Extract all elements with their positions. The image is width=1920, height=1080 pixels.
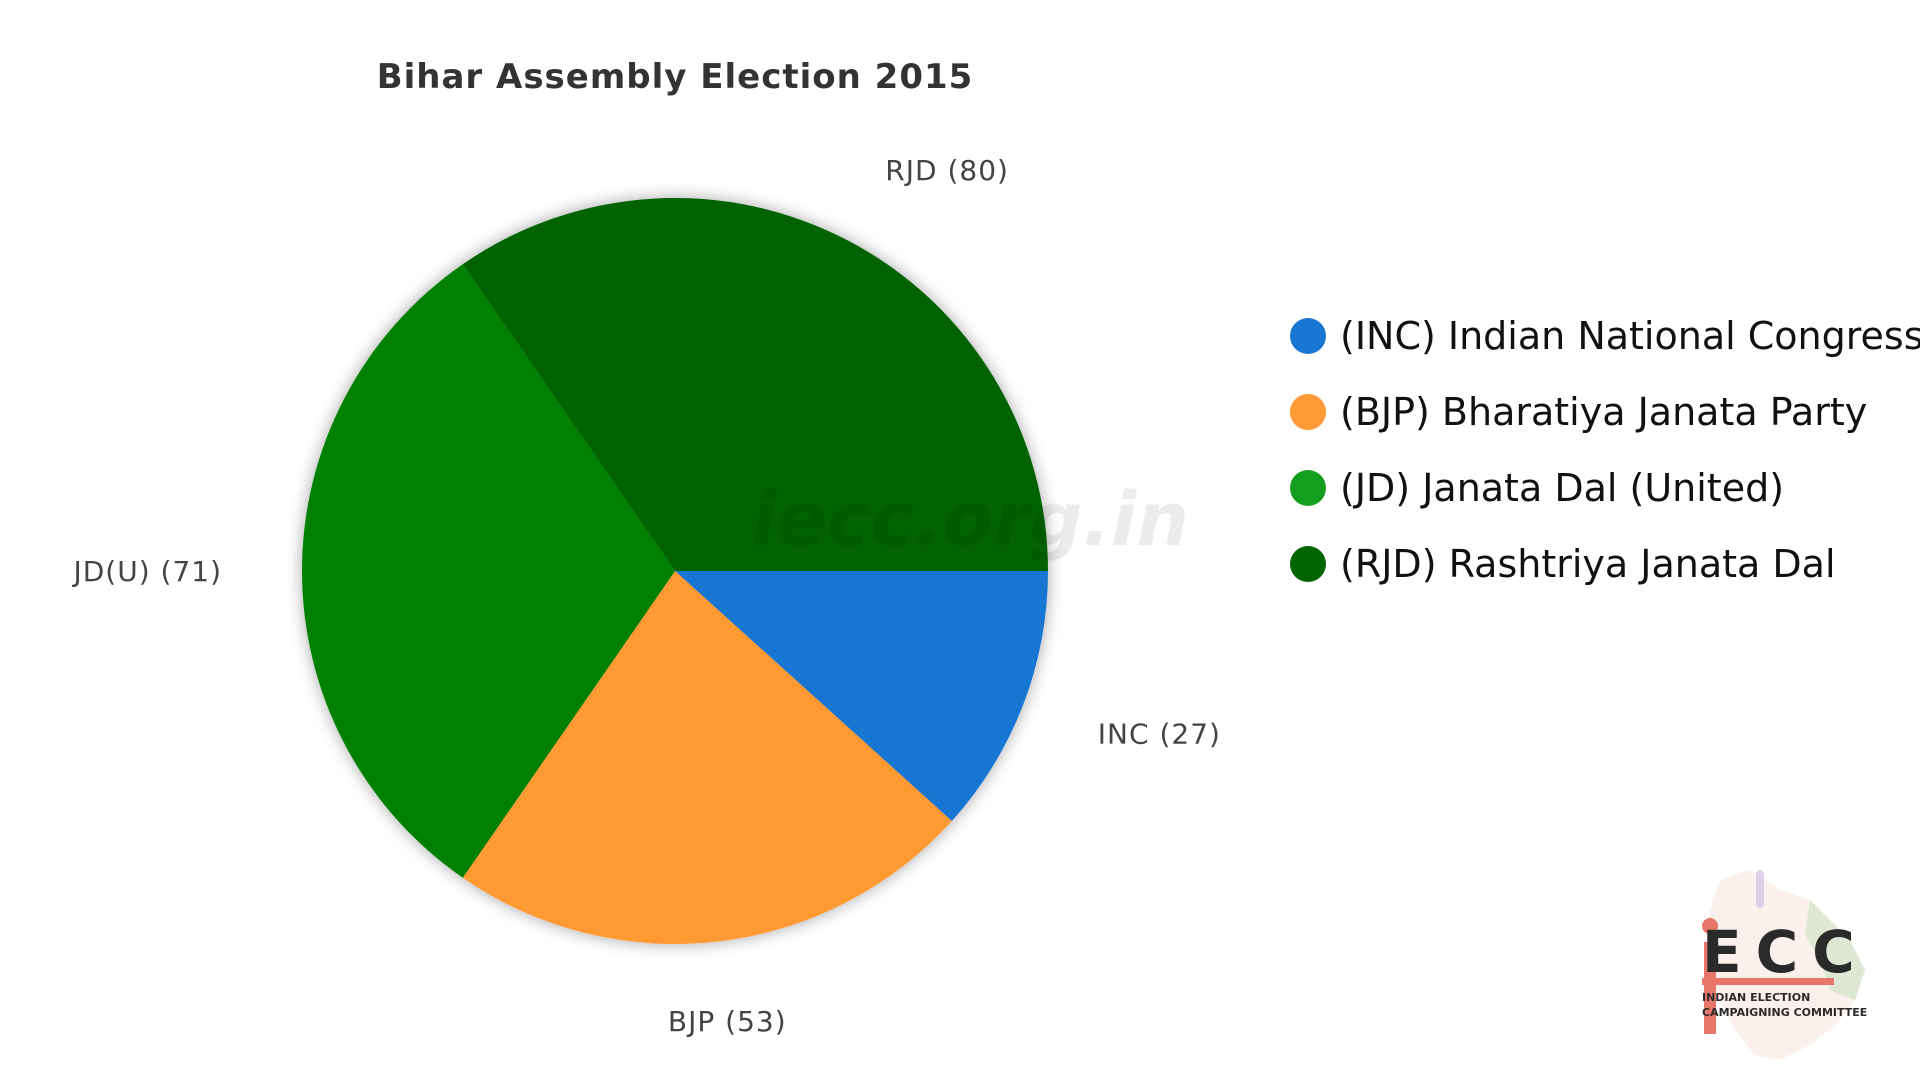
pie-slice-2	[302, 264, 675, 878]
slice-label-3: RJD (80)	[885, 154, 1009, 187]
logo-underline	[1702, 978, 1834, 985]
legend-marker-icon	[1290, 470, 1326, 506]
slice-label-0: INC (27)	[1098, 718, 1221, 751]
legend-marker-icon	[1290, 394, 1326, 430]
logo-tagline: INDIAN ELECTION CAMPAIGNING COMMITTEE	[1702, 991, 1868, 1019]
pie-slice-0	[675, 571, 1048, 821]
iecc-logo: iECC INDIAN ELECTION CAMPAIGNING COMMITT…	[1660, 860, 1880, 1070]
watermark: iecc.org.in	[751, 477, 1189, 563]
logo-mark: iECC	[1702, 918, 1869, 986]
legend-marker-icon	[1290, 318, 1326, 354]
slice-label-2: JD(U) (71)	[71, 555, 222, 588]
logo-map-icon	[1702, 870, 1865, 1060]
pie-labels: INC (27) BJP (53) JD(U) (71) RJD (80)	[71, 154, 1221, 1038]
legend-label: (BJP) Bharatiya Janata Party	[1340, 390, 1868, 434]
legend-item-2: (JD) Janata Dal (United)	[1290, 450, 1920, 526]
slice-label-1: BJP (53)	[668, 1005, 787, 1038]
legend-marker-icon	[1290, 546, 1326, 582]
legend-item-3: (RJD) Rashtriya Janata Dal	[1290, 526, 1920, 602]
legend-item-1: (BJP) Bharatiya Janata Party	[1290, 374, 1920, 450]
legend-label: (RJD) Rashtriya Janata Dal	[1340, 542, 1836, 586]
legend-item-0: (INC) Indian National Congress	[1290, 298, 1920, 374]
legend-label: (INC) Indian National Congress	[1340, 314, 1920, 358]
legend: (INC) Indian National Congress (BJP) Bhar…	[1290, 298, 1920, 602]
pie-slice-1	[462, 571, 952, 944]
pie-slice-3	[462, 198, 1048, 572]
pie	[302, 198, 1048, 944]
chart-title: Bihar Assembly Election 2015	[377, 57, 974, 97]
legend-label: (JD) Janata Dal (United)	[1340, 466, 1785, 510]
